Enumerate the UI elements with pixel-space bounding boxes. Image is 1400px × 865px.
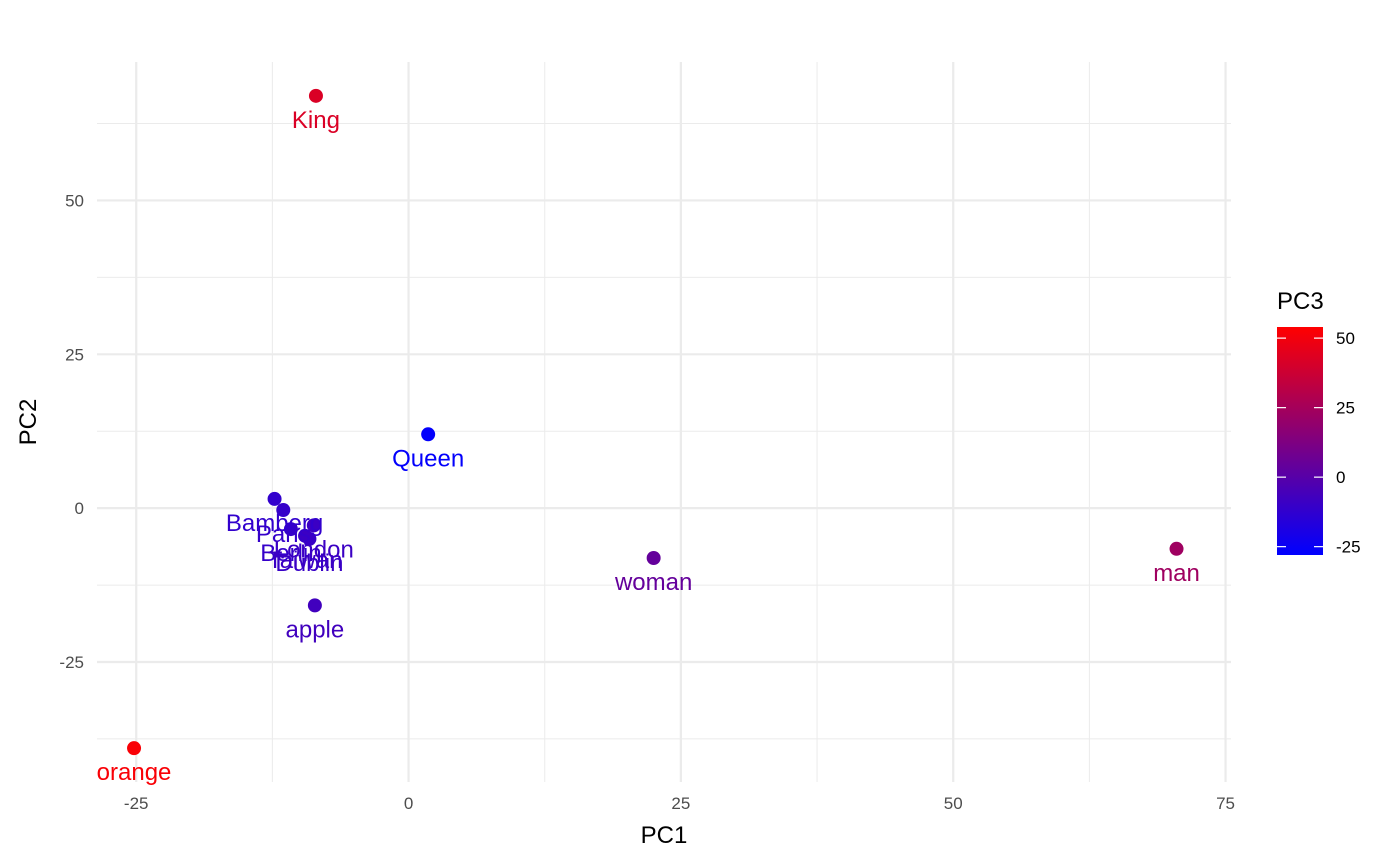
grid-lines — [97, 62, 1231, 782]
data-point — [283, 522, 298, 537]
y-tick-label: 0 — [75, 499, 84, 518]
data-point — [646, 551, 661, 565]
point-labels: King Queen BambergParisBerlinLondonDublinT… — [97, 107, 1200, 786]
point-label: Paris — [256, 521, 311, 548]
data-point — [127, 741, 142, 756]
point-label: Queen — [392, 445, 464, 472]
x-tick-label: 25 — [671, 794, 690, 813]
y-tick-label: -25 — [59, 653, 84, 672]
legend-tick-label: 0 — [1336, 468, 1345, 487]
point-label: King — [292, 107, 340, 134]
point-label: Berlin — [260, 540, 321, 567]
data-point — [267, 491, 282, 506]
color-legend: PC3 50 25 0 -25 — [1277, 288, 1361, 557]
x-axis-title: PC1 — [641, 822, 688, 849]
data-point — [1169, 541, 1184, 556]
point-label: orange — [97, 759, 172, 786]
data-point — [307, 598, 322, 613]
x-tick-label: 50 — [944, 794, 963, 813]
point-label: Dublin — [275, 550, 343, 577]
legend-tick-label: -25 — [1336, 538, 1361, 557]
data-point — [276, 503, 291, 517]
legend-title: PC3 — [1277, 288, 1324, 315]
data-point — [308, 88, 323, 103]
data-point — [298, 528, 313, 543]
point-label: apple — [286, 616, 345, 643]
x-tick-label: 0 — [404, 794, 413, 813]
legend-tick-label: 50 — [1336, 329, 1355, 348]
data-point — [306, 518, 321, 533]
data-point — [421, 427, 436, 442]
x-tick-label: -25 — [124, 794, 149, 813]
y-axis-title: PC2 — [15, 399, 42, 446]
point-label: woman — [614, 569, 692, 596]
legend-tick-label: 25 — [1336, 399, 1355, 418]
axes: -25 0 25 50 75 -25 0 25 50 PC1 PC2 — [15, 191, 1235, 849]
x-tick-label: 75 — [1216, 794, 1235, 813]
y-tick-label: 50 — [65, 191, 84, 210]
legend-colorbar — [1277, 327, 1323, 555]
point-label: man — [1153, 560, 1200, 587]
data-points — [127, 88, 1184, 756]
point-label: Taiwan — [268, 547, 343, 574]
point-label: London — [274, 536, 354, 563]
point-label: Bamberg — [226, 510, 323, 537]
y-tick-label: 25 — [65, 345, 84, 364]
